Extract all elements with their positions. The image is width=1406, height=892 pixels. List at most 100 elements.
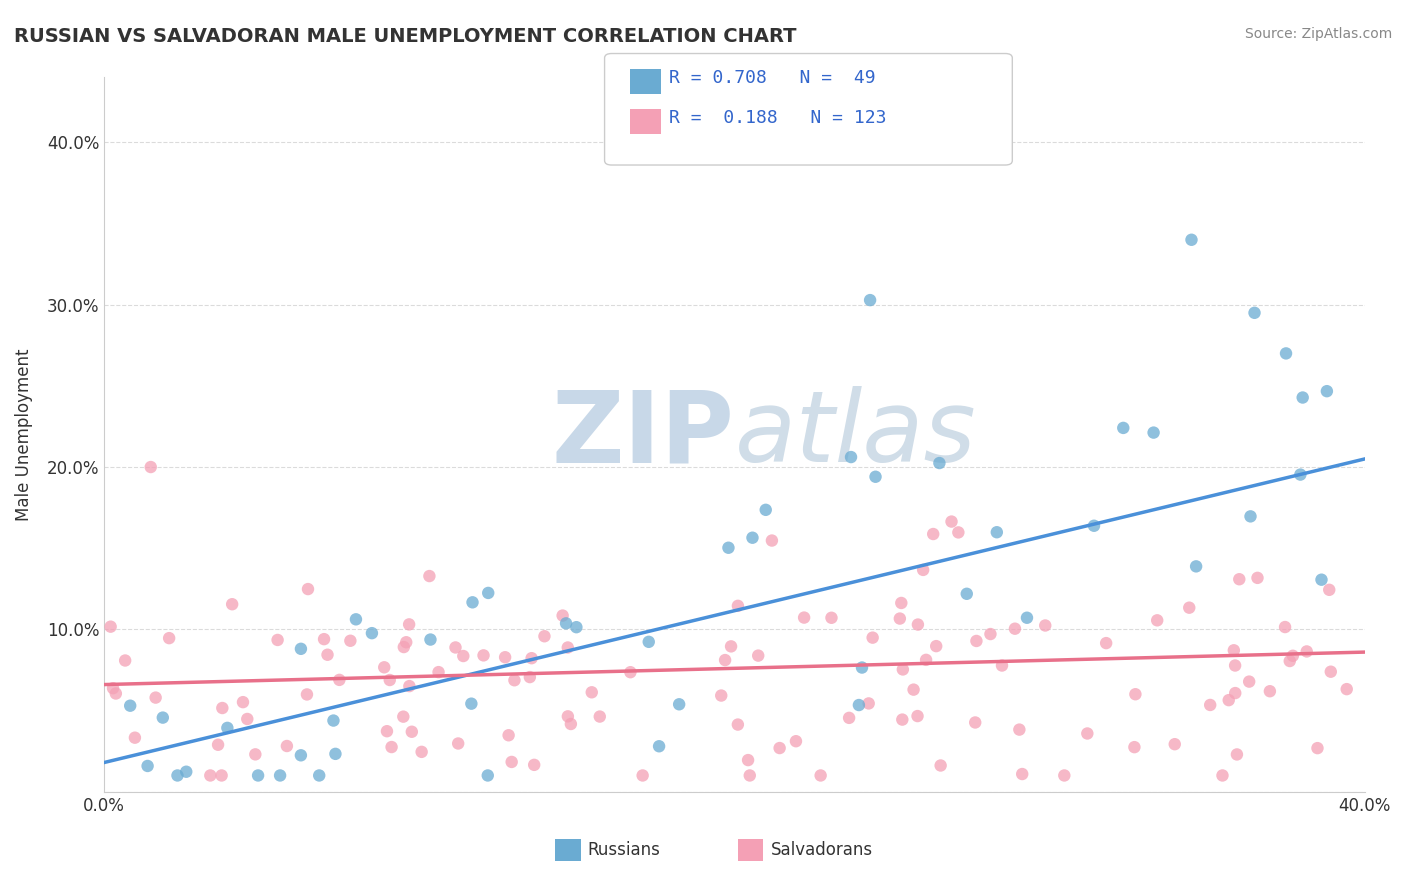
Point — [1239, 509, 1261, 524]
Point — [1146, 613, 1168, 627]
Point — [1243, 306, 1265, 320]
Point — [447, 737, 470, 751]
Point — [207, 738, 229, 752]
Point — [472, 648, 495, 663]
Point — [295, 688, 318, 702]
Point — [755, 503, 778, 517]
Point — [328, 673, 350, 687]
Point — [1336, 682, 1358, 697]
Point — [1274, 620, 1296, 634]
Point — [928, 456, 950, 470]
Point — [727, 717, 749, 731]
Point — [637, 635, 659, 649]
Point — [925, 639, 948, 653]
Point — [174, 764, 197, 779]
Point — [741, 531, 763, 545]
Point — [1125, 687, 1147, 701]
Point — [1180, 233, 1202, 247]
Point — [907, 617, 929, 632]
Point — [1178, 600, 1201, 615]
Point — [560, 717, 582, 731]
Point — [903, 682, 925, 697]
Text: R =  0.188   N = 123: R = 0.188 N = 123 — [669, 109, 887, 127]
Point — [166, 768, 188, 782]
Point — [1053, 768, 1076, 782]
Point — [325, 747, 347, 761]
Point — [211, 768, 233, 782]
Point — [761, 533, 783, 548]
Point — [1317, 582, 1340, 597]
Point — [979, 627, 1001, 641]
Text: atlas: atlas — [734, 386, 976, 483]
Point — [139, 460, 162, 475]
Point — [1112, 421, 1135, 435]
Point — [290, 641, 312, 656]
Point — [533, 629, 555, 643]
Point — [498, 728, 520, 742]
Point — [297, 582, 319, 596]
Point — [145, 690, 167, 705]
Point — [269, 768, 291, 782]
Y-axis label: Male Unemployment: Male Unemployment — [15, 348, 32, 521]
Point — [245, 747, 267, 762]
Point — [785, 734, 807, 748]
Point — [1011, 767, 1033, 781]
Point — [648, 739, 671, 754]
Point — [862, 631, 884, 645]
Point — [1258, 684, 1281, 698]
Point — [1185, 559, 1208, 574]
Point — [339, 633, 361, 648]
Point — [373, 660, 395, 674]
Point — [519, 670, 541, 684]
Point — [1123, 740, 1146, 755]
Point — [810, 768, 832, 782]
Point — [965, 715, 987, 730]
Point — [1223, 658, 1246, 673]
Text: Salvadorans: Salvadorans — [770, 841, 873, 859]
Point — [120, 698, 142, 713]
Point — [401, 724, 423, 739]
Point — [312, 632, 335, 647]
Point — [124, 731, 146, 745]
Point — [922, 527, 945, 541]
Point — [1292, 391, 1315, 405]
Point — [375, 724, 398, 739]
Point — [503, 673, 526, 688]
Point — [839, 450, 862, 464]
Point — [1306, 741, 1329, 756]
Point — [1275, 346, 1298, 360]
Point — [891, 663, 914, 677]
Point — [1225, 686, 1247, 700]
Point — [891, 713, 914, 727]
Point — [378, 673, 401, 687]
Point — [290, 748, 312, 763]
Text: Russians: Russians — [588, 841, 661, 859]
Point — [915, 653, 938, 667]
Point — [232, 695, 254, 709]
Point — [1295, 644, 1317, 658]
Point — [965, 634, 987, 648]
Point — [589, 709, 612, 723]
Point — [1237, 674, 1260, 689]
Point — [1226, 747, 1249, 762]
Point — [211, 701, 233, 715]
Point — [427, 665, 450, 679]
Point — [991, 658, 1014, 673]
Point — [308, 768, 330, 782]
Point — [344, 612, 367, 626]
Point — [948, 525, 970, 540]
Text: R = 0.708   N =  49: R = 0.708 N = 49 — [669, 69, 876, 87]
Point — [619, 665, 641, 680]
Point — [381, 739, 404, 754]
Point — [100, 620, 122, 634]
Point — [1004, 622, 1026, 636]
Point — [1076, 726, 1098, 740]
Point — [200, 768, 222, 782]
Point — [717, 541, 740, 555]
Point — [889, 611, 911, 625]
Point — [1083, 518, 1105, 533]
Point — [461, 595, 484, 609]
Point — [912, 563, 935, 577]
Point — [581, 685, 603, 699]
Point — [929, 758, 952, 772]
